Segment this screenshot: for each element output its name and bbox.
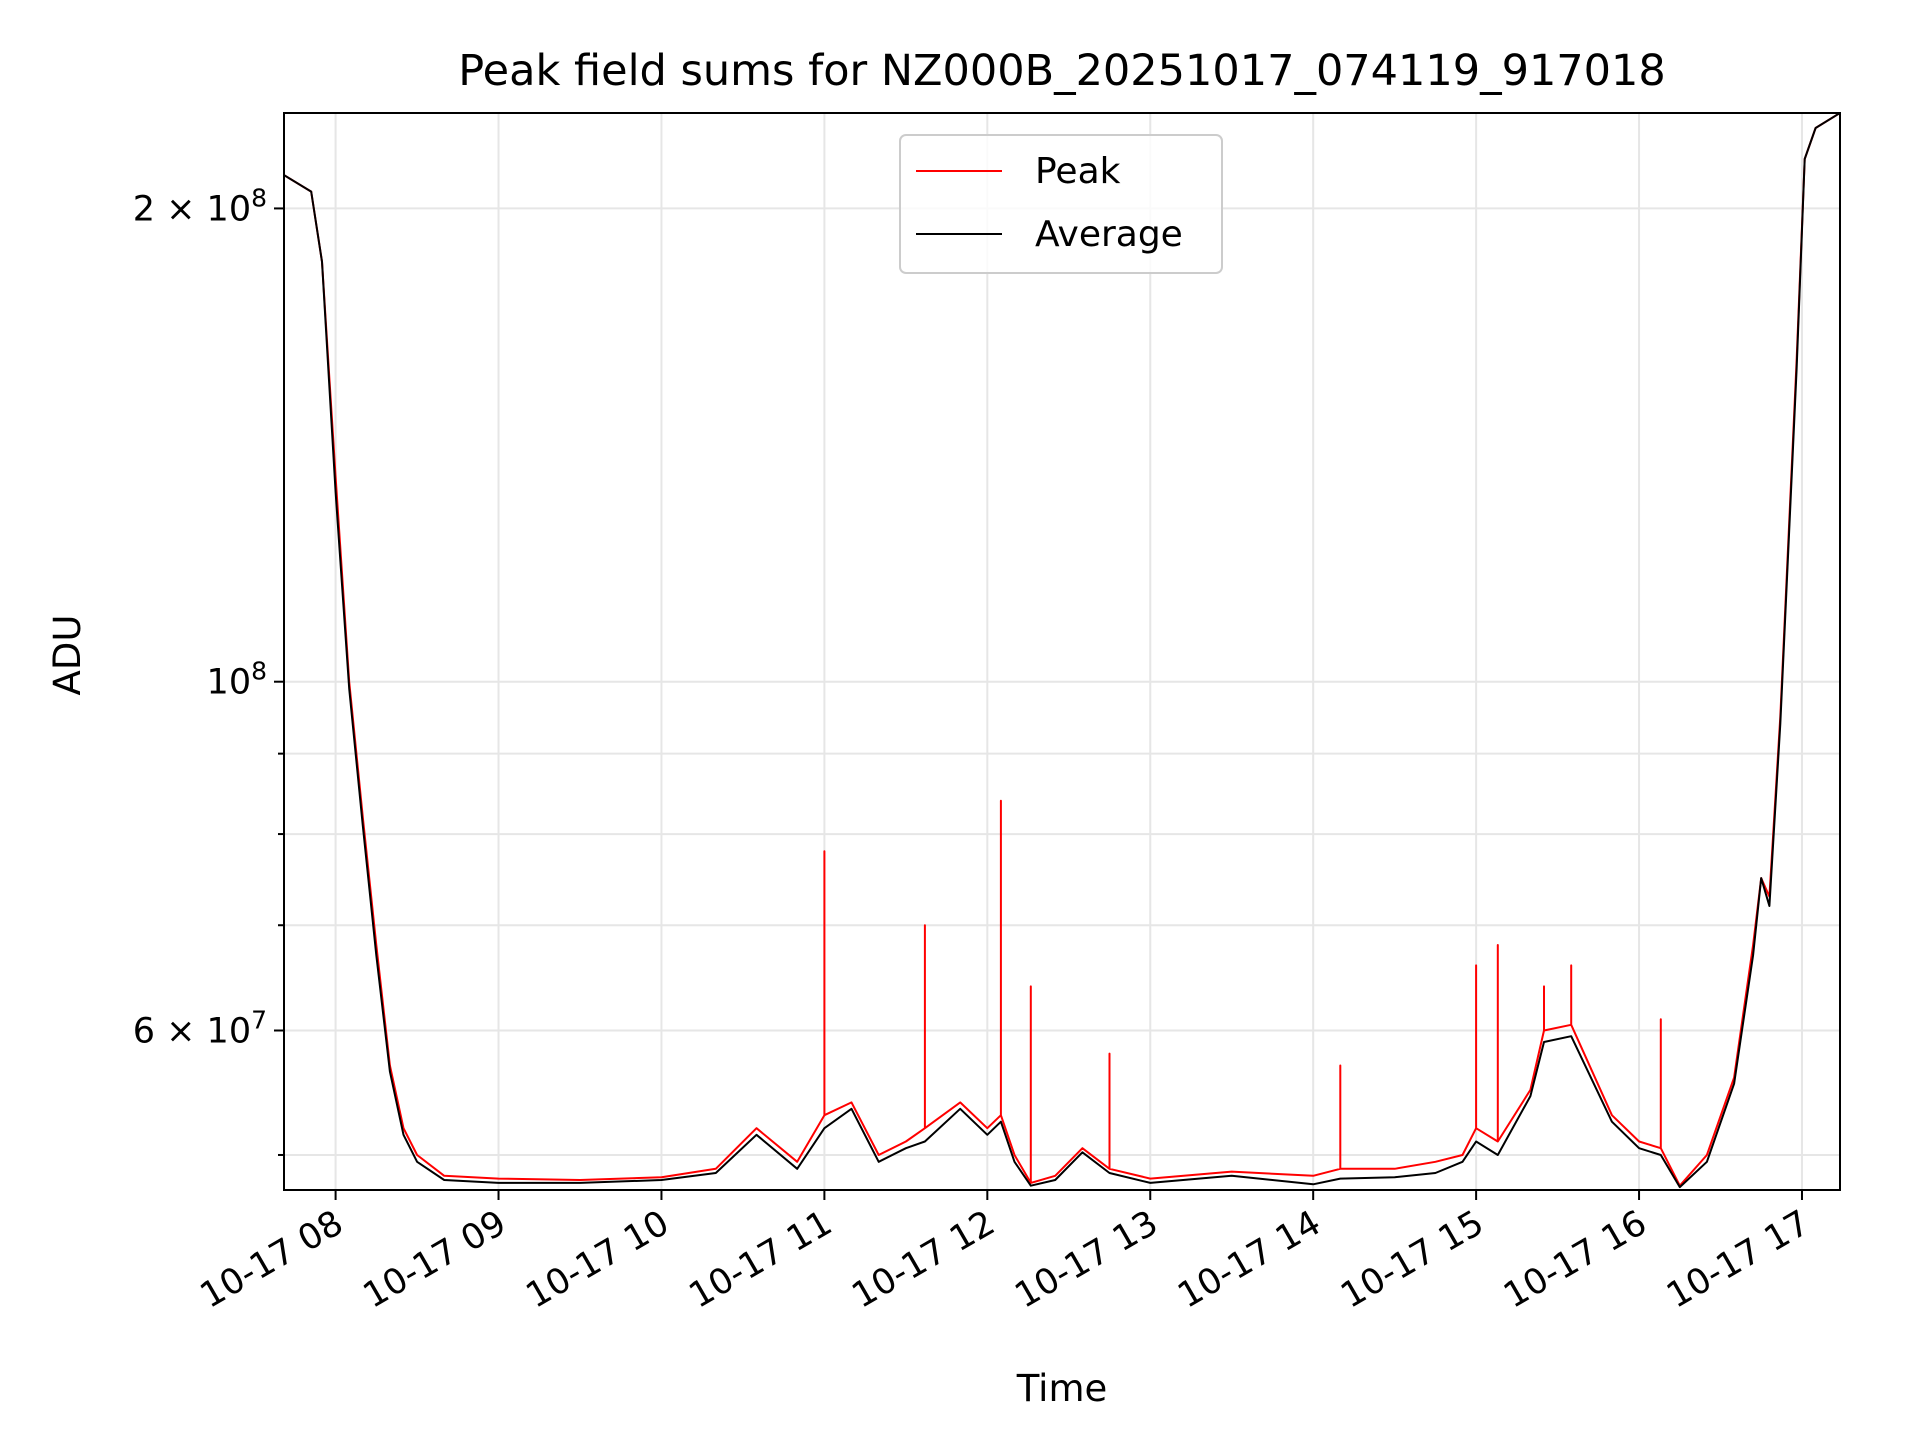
y-axis-ticks: 108 2 × 108 6 × 107	[133, 183, 284, 1156]
y-tick-label: 6 × 107	[133, 1005, 267, 1051]
series-line-average	[284, 113, 1840, 1189]
plot-frame	[283, 112, 1841, 1191]
legend-box	[899, 134, 1223, 274]
grid	[284, 113, 1840, 1190]
chart-title: Peak field sums for NZ000B_20251017_0741…	[458, 46, 1666, 96]
x-axis-label: Time	[1016, 1367, 1108, 1410]
legend-label-peak: Peak	[1035, 151, 1121, 192]
y-axis-label: ADU	[46, 615, 89, 696]
y-tick-label: 108	[207, 657, 267, 703]
y-tick-label: 2 × 108	[133, 183, 267, 229]
legend: Peak Average	[899, 134, 1223, 274]
series-line-peak	[284, 113, 1840, 1187]
plot-lines	[284, 113, 1840, 1189]
legend-label-average: Average	[1035, 214, 1183, 255]
